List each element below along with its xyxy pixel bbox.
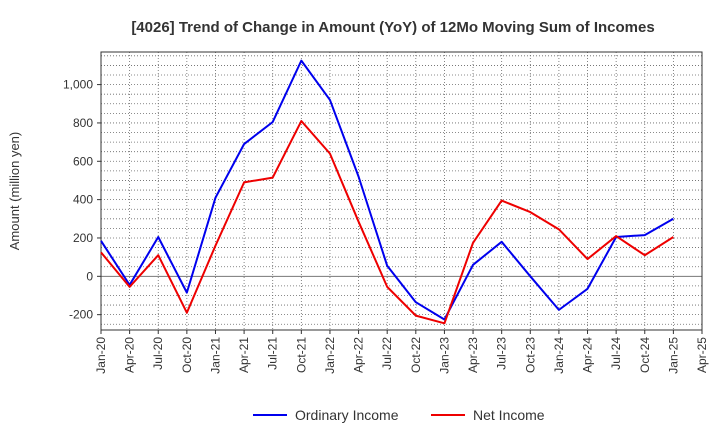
x-tick-label: Apr-21 (237, 337, 251, 373)
x-tick-label: Oct-21 (294, 337, 308, 373)
y-tick-label: -200 (69, 308, 93, 322)
series-line-net-income (100, 120, 674, 325)
x-tick-label: Oct-22 (409, 337, 423, 373)
x-tick-label: Apr-20 (123, 337, 137, 373)
chart-title: [4026] Trend of Change in Amount (YoY) o… (131, 19, 654, 36)
plot-frame (100, 51, 703, 331)
y-tick-label: 600 (73, 154, 93, 168)
x-tick-label: Jan-22 (323, 337, 337, 374)
x-tick-label: Jul-22 (380, 337, 394, 370)
x-tick-label: Oct-20 (180, 337, 194, 373)
x-tick-label: Apr-25 (695, 337, 709, 373)
legend: Ordinary Income Net Income (253, 407, 545, 423)
x-tick-label: Jan-23 (437, 337, 451, 374)
x-tick-label: Jul-21 (266, 337, 280, 370)
x-tick-label: Jul-23 (495, 337, 509, 370)
x-tick-label: Apr-22 (352, 337, 366, 373)
legend-label: Net Income (473, 407, 545, 423)
y-axis-title: Amount (million yen) (7, 132, 22, 251)
x-tick-label: Jul-20 (151, 337, 165, 370)
x-tick-label: Oct-23 (523, 337, 537, 373)
y-tick-label: 1,000 (63, 78, 93, 92)
series-line-ordinary-income (100, 59, 674, 321)
x-tick-label: Apr-24 (581, 337, 595, 373)
legend-label: Ordinary Income (295, 407, 399, 423)
x-tick-label: Oct-24 (638, 337, 652, 373)
gridlines (100, 52, 703, 330)
series-lines (100, 59, 674, 325)
x-tick-label: Jan-21 (208, 337, 222, 374)
y-tick-label: 200 (73, 231, 93, 245)
axes: -200 0 200 400 600 800 1,000 Jan-20 Apr-20 Jul-20… (63, 51, 709, 374)
y-tick-label: 800 (73, 116, 93, 130)
x-tick-label: Jan-24 (552, 337, 566, 374)
x-tick-label: Jan-25 (666, 337, 680, 374)
x-tick-label: Jul-24 (609, 337, 623, 370)
x-tick-label: Apr-23 (466, 337, 480, 373)
y-tick-label: 400 (73, 193, 93, 207)
x-tick-label: Jan-20 (94, 337, 108, 374)
y-tick-label: 0 (86, 269, 93, 283)
